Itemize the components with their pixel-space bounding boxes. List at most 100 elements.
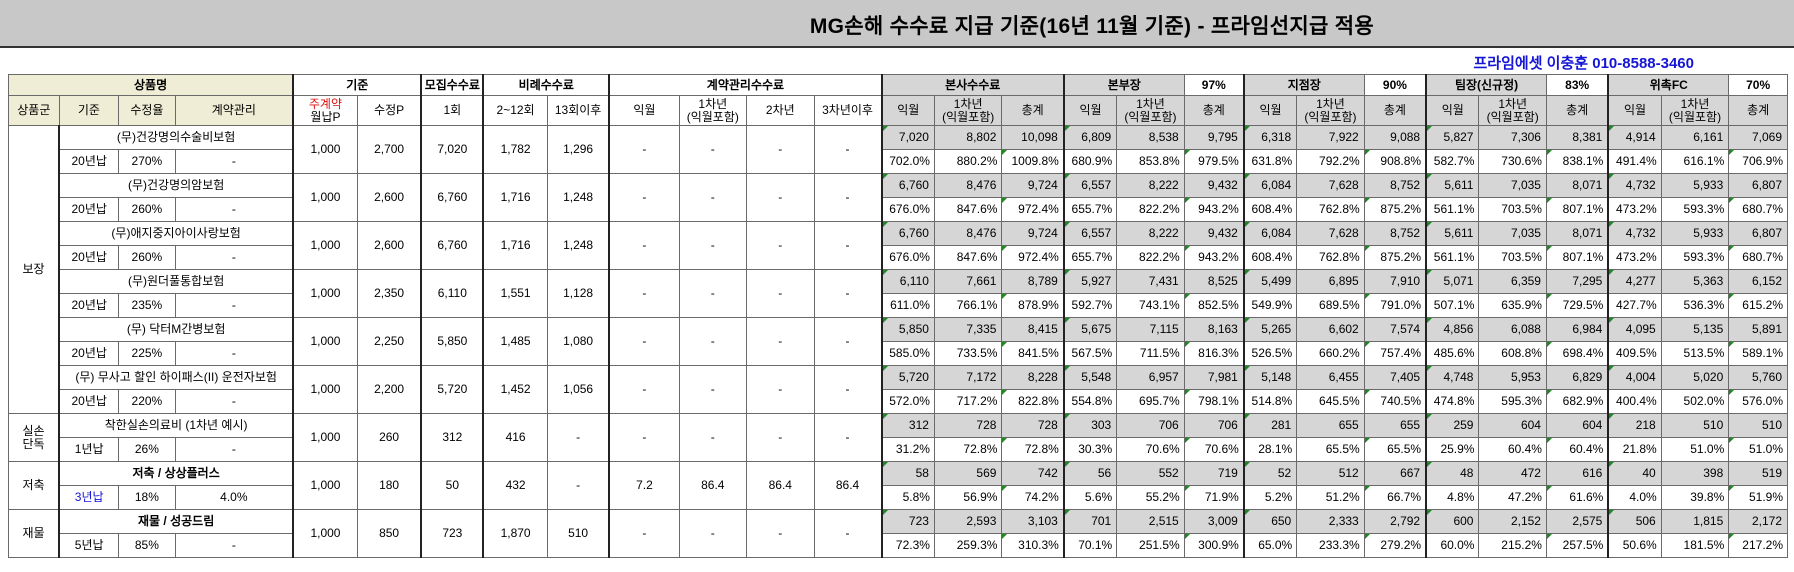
cell-m2-12: 1,452 bbox=[482, 365, 548, 414]
amount-cell: 604 bbox=[1478, 413, 1547, 438]
table-row: 5년납 85% - 72.3% 259.3% 310.3% 70.1% 251.5% 300.9… bbox=[9, 533, 1788, 558]
percent-cell: 51.0% bbox=[1728, 437, 1788, 462]
group-label: 재물 bbox=[8, 509, 61, 558]
amount-cell: 569 bbox=[933, 461, 1003, 486]
hdr-fc-total: 총계 bbox=[1728, 95, 1788, 126]
percent-cell: 70.6% bbox=[1183, 437, 1245, 462]
product-contract: - bbox=[174, 533, 295, 558]
amount-cell: 398 bbox=[1660, 461, 1730, 486]
amount-cell: 6,084 bbox=[1243, 221, 1298, 246]
product-rate: 85% bbox=[118, 533, 176, 558]
percent-cell: 680.7% bbox=[1728, 245, 1788, 270]
product-contract: - bbox=[174, 245, 295, 270]
amount-cell: 5,020 bbox=[1660, 365, 1730, 390]
percent-cell: 30.3% bbox=[1063, 437, 1118, 462]
amount-cell: 728 bbox=[933, 413, 1003, 438]
percent-cell: 676.0% bbox=[881, 197, 935, 222]
product-term: 20년납 bbox=[58, 389, 120, 414]
cell-cm-next: - bbox=[608, 269, 680, 318]
percent-cell: 4.0% bbox=[1607, 485, 1662, 510]
hdr-cm-year3: 3차년이후 bbox=[813, 95, 883, 126]
percent-cell: 66.7% bbox=[1363, 485, 1428, 510]
hdr-branch-next: 익월 bbox=[1243, 95, 1298, 126]
amount-cell: 7,922 bbox=[1296, 125, 1365, 150]
percent-cell: 655.7% bbox=[1063, 245, 1118, 270]
amount-cell: 5,927 bbox=[1063, 269, 1118, 294]
amount-cell: 604 bbox=[1545, 413, 1610, 438]
hdr-fc-year1-line1: 1차년 bbox=[1680, 96, 1710, 111]
percent-cell: 635.9% bbox=[1478, 293, 1547, 318]
hdr-dept-head: 본부장 bbox=[1063, 74, 1185, 96]
cell-first: 312 bbox=[420, 413, 485, 462]
amount-cell: 650 bbox=[1243, 509, 1298, 534]
percent-cell: 703.5% bbox=[1478, 197, 1547, 222]
amount-cell: 259 bbox=[1425, 413, 1480, 438]
product-contract: - bbox=[174, 197, 295, 222]
percent-cell: 215.2% bbox=[1478, 533, 1547, 558]
amount-cell: 519 bbox=[1728, 461, 1788, 486]
hdr-fix-p: 수정P bbox=[356, 95, 423, 126]
amount-cell: 6,602 bbox=[1296, 317, 1365, 342]
amount-cell: 706 bbox=[1116, 413, 1185, 438]
hdr-monthly-p: 주계약 월납P bbox=[292, 95, 358, 126]
percent-cell: 711.5% bbox=[1116, 341, 1185, 366]
amount-cell: 8,752 bbox=[1363, 221, 1428, 246]
hdr-first: 1회 bbox=[420, 95, 485, 126]
percent-cell: 65.5% bbox=[1296, 437, 1365, 462]
hdr-dept-next: 익월 bbox=[1063, 95, 1118, 126]
amount-cell: 655 bbox=[1296, 413, 1365, 438]
cell-fix-p: 850 bbox=[356, 509, 423, 558]
percent-cell: 65.5% bbox=[1363, 437, 1428, 462]
amount-cell: 303 bbox=[1063, 413, 1118, 438]
cell-cm-year2: - bbox=[746, 413, 815, 462]
cell-first: 5,850 bbox=[420, 317, 485, 366]
cell-m2-12: 432 bbox=[482, 461, 548, 510]
amount-cell: 4,277 bbox=[1607, 269, 1662, 294]
amount-cell: 8,222 bbox=[1116, 173, 1185, 198]
header-row-1: 상품명 기준 모집수수료 비례수수료 계약관리수수료 본사수수료 본부장 97%… bbox=[8, 74, 1788, 96]
amount-cell: 6,760 bbox=[881, 173, 935, 198]
percent-cell: 589.1% bbox=[1728, 341, 1788, 366]
percent-cell: 762.8% bbox=[1296, 245, 1365, 270]
hdr-group: 상품군 bbox=[8, 95, 60, 126]
cell-monthly-p: 1,000 bbox=[292, 221, 358, 270]
percent-cell: 5.6% bbox=[1063, 485, 1118, 510]
hdr-branch-year1: 1차년 (익월포함) bbox=[1296, 95, 1365, 126]
percent-cell: 300.9% bbox=[1183, 533, 1245, 558]
percent-cell: 561.1% bbox=[1425, 197, 1480, 222]
percent-cell: 822.2% bbox=[1116, 245, 1185, 270]
cell-fix-p: 2,700 bbox=[356, 125, 423, 174]
product-rate: 225% bbox=[118, 341, 176, 366]
hdr-cm-year1: 1차년 (익월포함) bbox=[678, 95, 748, 126]
percent-cell: 676.0% bbox=[881, 245, 935, 270]
cell-monthly-p: 1,000 bbox=[292, 125, 358, 174]
percent-cell: 615.2% bbox=[1728, 293, 1788, 318]
amount-cell: 2,575 bbox=[1545, 509, 1610, 534]
amount-cell: 4,732 bbox=[1607, 221, 1662, 246]
percent-cell: 473.2% bbox=[1607, 245, 1662, 270]
percent-cell: 682.9% bbox=[1545, 389, 1610, 414]
cell-cm-year3: - bbox=[813, 269, 883, 318]
percent-cell: 279.2% bbox=[1363, 533, 1428, 558]
amount-cell: 7,910 bbox=[1363, 269, 1428, 294]
amount-cell: 8,222 bbox=[1116, 221, 1185, 246]
percent-cell: 400.4% bbox=[1607, 389, 1662, 414]
percent-cell: 729.5% bbox=[1545, 293, 1610, 318]
percent-cell: 822.8% bbox=[1001, 389, 1065, 414]
percent-cell: 74.2% bbox=[1001, 485, 1065, 510]
amount-cell: 510 bbox=[1660, 413, 1730, 438]
percent-cell: 21.8% bbox=[1607, 437, 1662, 462]
commission-table: 상품명 기준 모집수수료 비례수수료 계약관리수수료 본사수수료 본부장 97%… bbox=[8, 74, 1788, 558]
product-rate: 235% bbox=[118, 293, 176, 318]
cell-cm-year1: - bbox=[678, 413, 748, 462]
amount-cell: 3,009 bbox=[1183, 509, 1245, 534]
product-term: 3년납 bbox=[58, 485, 120, 510]
percent-cell: 31.2% bbox=[881, 437, 935, 462]
percent-cell: 561.1% bbox=[1425, 245, 1480, 270]
header-row-2: 상품군 기준 수정율 계약관리 주계약 월납P 수정P 1회 2~12회 13회이… bbox=[8, 95, 1788, 126]
hdr-fc: 위촉FC bbox=[1607, 74, 1730, 96]
amount-cell: 7,628 bbox=[1296, 221, 1365, 246]
cell-cm-year3: 86.4 bbox=[813, 461, 883, 510]
amount-cell: 506 bbox=[1607, 509, 1662, 534]
hdr-dept-year1: 1차년 (익월포함) bbox=[1116, 95, 1185, 126]
